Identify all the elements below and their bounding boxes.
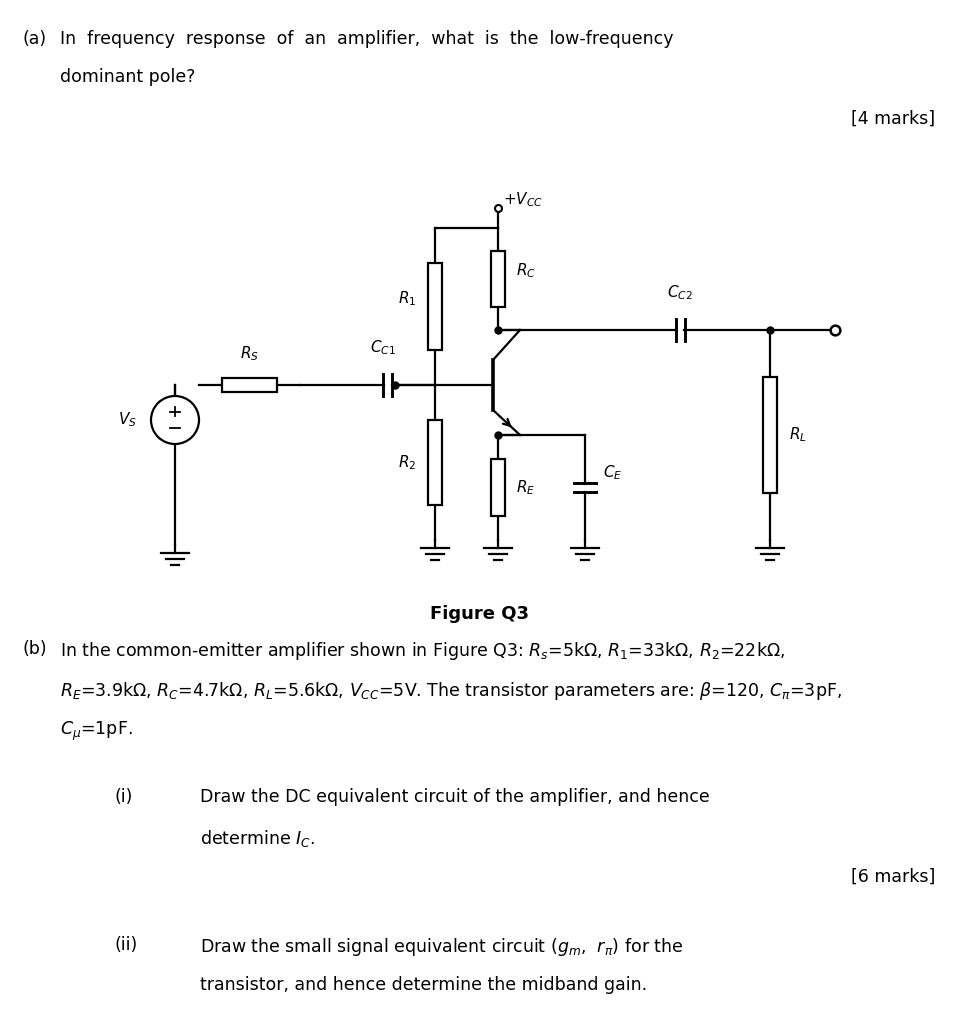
Text: [6 marks]: [6 marks] [851, 868, 935, 886]
Text: $C_E$: $C_E$ [603, 463, 622, 482]
Text: Draw the DC equivalent circuit of the amplifier, and hence: Draw the DC equivalent circuit of the am… [200, 788, 709, 806]
Text: (i): (i) [115, 788, 134, 806]
Text: determine $I_C$.: determine $I_C$. [200, 828, 316, 849]
Bar [491, 459, 505, 516]
Text: $C_{C1}$: $C_{C1}$ [369, 338, 396, 357]
Text: $R_L$: $R_L$ [789, 426, 807, 444]
Text: Figure Q3: Figure Q3 [431, 605, 530, 623]
Text: (a): (a) [22, 30, 46, 48]
Text: $C_{\mu}$=1pF.: $C_{\mu}$=1pF. [60, 720, 133, 743]
Text: $R_C$: $R_C$ [516, 262, 536, 281]
Text: (b): (b) [22, 640, 47, 658]
Text: $+V_{CC}$: $+V_{CC}$ [503, 190, 543, 209]
Text: (ii): (ii) [115, 936, 139, 954]
Text: $R_2$: $R_2$ [398, 454, 416, 472]
Text: dominant pole?: dominant pole? [60, 68, 195, 86]
Bar [763, 377, 777, 493]
Bar [428, 263, 442, 349]
Text: In the common-emitter amplifier shown in Figure Q3: $R_s$=5k$\Omega$, $R_1$=33k$: In the common-emitter amplifier shown in… [60, 640, 786, 662]
Bar [428, 420, 442, 505]
Text: $R_S$: $R_S$ [240, 344, 259, 362]
Circle shape [151, 396, 199, 444]
Text: $R_E$=3.9k$\Omega$, $R_C$=4.7k$\Omega$, $R_L$=5.6k$\Omega$, $V_{CC}$=5V. The tra: $R_E$=3.9k$\Omega$, $R_C$=4.7k$\Omega$, … [60, 680, 842, 702]
Text: transistor, and hence determine the midband gain.: transistor, and hence determine the midb… [200, 976, 647, 994]
Text: $R_1$: $R_1$ [398, 289, 416, 308]
Bar [491, 251, 505, 307]
Text: In  frequency  response  of  an  amplifier,  what  is  the  low-frequency: In frequency response of an amplifier, w… [60, 30, 673, 48]
Text: [4 marks]: [4 marks] [851, 110, 935, 128]
Text: $C_{C2}$: $C_{C2}$ [667, 284, 693, 302]
Text: $V_S$: $V_S$ [118, 411, 137, 429]
Text: Draw the small signal equivalent circuit ($g_m$,  $r_{\pi}$) for the: Draw the small signal equivalent circuit… [200, 936, 683, 958]
Bar [222, 378, 277, 392]
Text: $R_E$: $R_E$ [517, 478, 535, 497]
